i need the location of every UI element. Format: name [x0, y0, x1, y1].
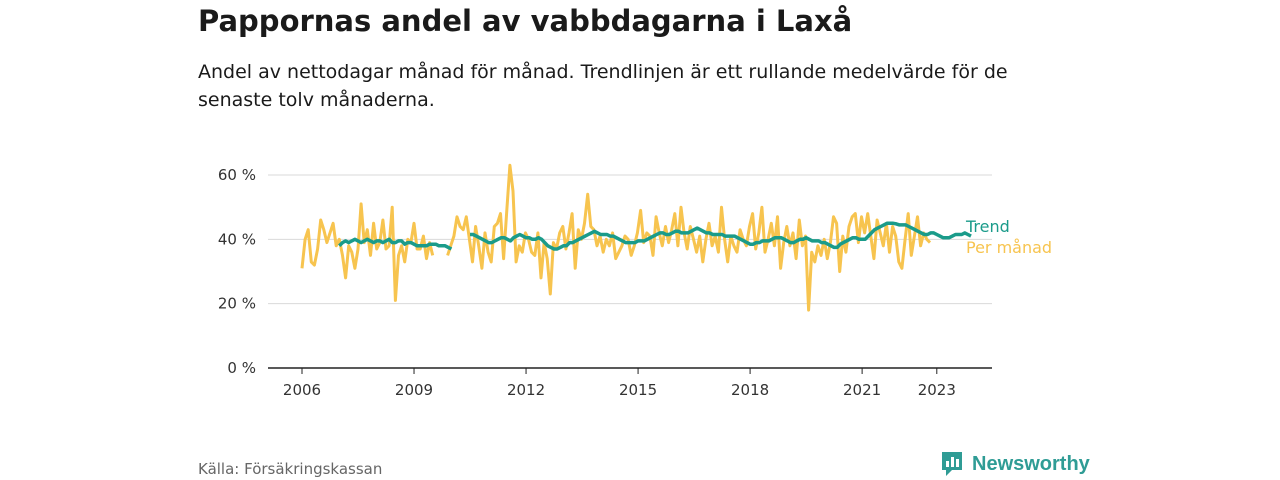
x-tick-label: 2006	[283, 381, 321, 399]
y-tick-label: 40 %	[218, 230, 256, 248]
x-tick-label: 2009	[395, 381, 433, 399]
x-tick-label: 2015	[619, 381, 657, 399]
series-trend-line	[338, 237, 453, 251]
newsworthy-logo: Newsworthy	[940, 450, 1090, 478]
chart-title: Pappornas andel av vabbdagarna i Laxå	[198, 4, 853, 38]
y-tick-label: 20 %	[218, 295, 256, 313]
x-tick-label: 2012	[507, 381, 545, 399]
x-tick-label: 2021	[843, 381, 881, 399]
x-tick-label: 2018	[731, 381, 769, 399]
logo-icon	[942, 452, 962, 476]
chart-subtitle: Andel av nettodagar månad för månad. Tre…	[198, 61, 1008, 111]
x-tick-label: 2023	[918, 381, 956, 399]
trend-label: Trend	[965, 217, 1010, 236]
source-note: Källa: Försäkringskassan	[198, 460, 383, 478]
y-tick-label: 0 %	[227, 359, 256, 377]
logo-text: Newsworthy	[972, 452, 1090, 475]
series-per-manad-line	[300, 202, 435, 302]
per-manad-label: Per månad	[966, 238, 1052, 257]
series-trend-line	[470, 221, 972, 251]
y-tick-label: 60 %	[218, 166, 256, 184]
